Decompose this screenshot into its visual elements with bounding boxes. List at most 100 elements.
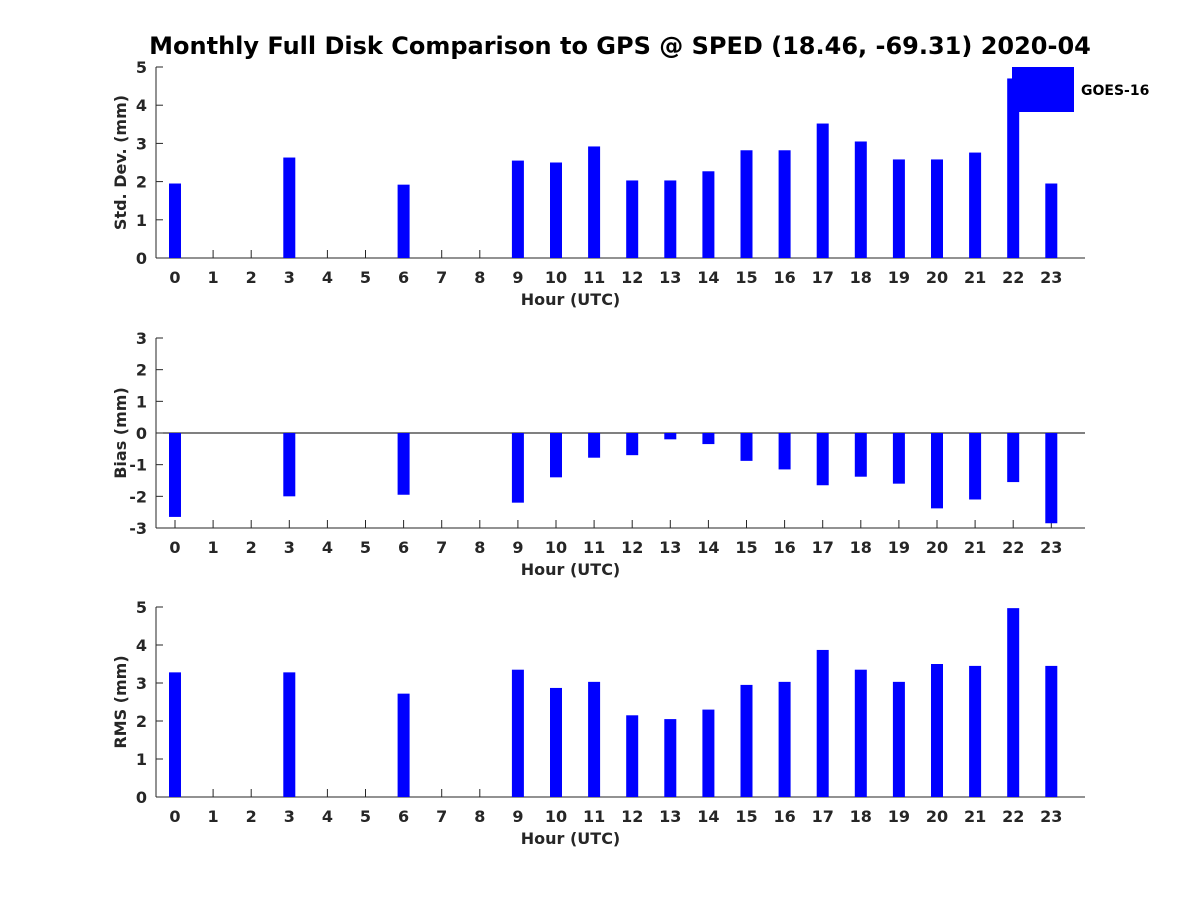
bar-hour-0 bbox=[169, 183, 181, 258]
x-tick-label: 17 bbox=[812, 268, 834, 287]
x-tick-label: 13 bbox=[659, 807, 681, 826]
x-tick-label: 18 bbox=[850, 538, 872, 557]
y-tick-label: -1 bbox=[129, 456, 147, 475]
bar-hour-12 bbox=[626, 180, 639, 258]
bar-hour-21 bbox=[969, 433, 982, 500]
y-tick-label: 4 bbox=[136, 96, 147, 115]
x-tick-label: 10 bbox=[545, 538, 567, 557]
y-tick-label: 2 bbox=[136, 712, 147, 731]
x-tick-label: 12 bbox=[621, 807, 643, 826]
bar-hour-9 bbox=[511, 669, 524, 797]
x-tick-label: 18 bbox=[850, 268, 872, 287]
x-tick-label: 5 bbox=[360, 268, 371, 287]
x-tick-label: 20 bbox=[926, 538, 948, 557]
bar-hour-18 bbox=[854, 669, 867, 797]
y-tick-label: 5 bbox=[136, 598, 147, 617]
x-tick-label: 23 bbox=[1040, 807, 1062, 826]
bar-hour-17 bbox=[816, 649, 829, 797]
bar-hour-12 bbox=[626, 715, 639, 797]
bar-hour-10 bbox=[550, 433, 562, 478]
y-tick-label: 5 bbox=[136, 58, 147, 77]
x-tick-label: 5 bbox=[360, 807, 371, 826]
x-tick-label: 2 bbox=[246, 268, 257, 287]
bar-hour-3 bbox=[283, 433, 296, 497]
x-tick-label: 6 bbox=[398, 268, 409, 287]
x-tick-label: 14 bbox=[697, 807, 719, 826]
bar-hour-13 bbox=[664, 180, 677, 258]
x-tick-label: 14 bbox=[697, 268, 719, 287]
bar-hour-11 bbox=[588, 681, 601, 797]
x-tick-label: 21 bbox=[964, 268, 986, 287]
x-tick-label: 8 bbox=[474, 538, 485, 557]
x-tick-label: 3 bbox=[284, 807, 295, 826]
bar-hour-20 bbox=[931, 433, 943, 509]
x-tick-label: 18 bbox=[850, 807, 872, 826]
bar-hour-3 bbox=[283, 157, 296, 258]
bar-hour-20 bbox=[931, 159, 943, 258]
x-tick-label: 21 bbox=[964, 807, 986, 826]
bar-hour-17 bbox=[816, 123, 829, 258]
y-axis-label: Bias (mm) bbox=[111, 387, 130, 479]
y-axis-label: RMS (mm) bbox=[111, 655, 130, 748]
x-tick-label: 15 bbox=[735, 268, 757, 287]
x-tick-label: 12 bbox=[621, 538, 643, 557]
x-tick-label: 2 bbox=[246, 807, 257, 826]
bar-hour-6 bbox=[397, 433, 410, 495]
x-tick-label: 14 bbox=[697, 538, 719, 557]
x-tick-label: 3 bbox=[284, 268, 295, 287]
x-tick-label: 16 bbox=[773, 538, 795, 557]
y-tick-label: 0 bbox=[136, 788, 147, 807]
bar-hour-19 bbox=[892, 159, 905, 258]
x-tick-label: 5 bbox=[360, 538, 371, 557]
bar-hour-15 bbox=[740, 433, 753, 461]
x-tick-label: 13 bbox=[659, 268, 681, 287]
bar-hour-0 bbox=[169, 672, 181, 797]
y-tick-label: 0 bbox=[136, 424, 147, 443]
bar-hour-10 bbox=[550, 162, 562, 258]
x-tick-label: 20 bbox=[926, 268, 948, 287]
x-tick-label: 11 bbox=[583, 268, 605, 287]
bar-hour-13 bbox=[664, 433, 677, 440]
y-tick-label: 2 bbox=[136, 173, 147, 192]
x-tick-label: 9 bbox=[512, 538, 523, 557]
x-tick-label: 4 bbox=[322, 807, 333, 826]
bar-hour-10 bbox=[550, 687, 562, 797]
x-tick-label: 17 bbox=[812, 538, 834, 557]
y-tick-label: 3 bbox=[136, 329, 147, 348]
x-tick-label: 6 bbox=[398, 807, 409, 826]
bar-hour-6 bbox=[397, 184, 410, 258]
bar-hour-3 bbox=[283, 672, 296, 797]
x-tick-label: 3 bbox=[284, 538, 295, 557]
x-tick-label: 13 bbox=[659, 538, 681, 557]
bar-hour-16 bbox=[778, 681, 791, 797]
x-tick-label: 15 bbox=[735, 807, 757, 826]
bar-hour-18 bbox=[854, 433, 867, 477]
bar-hour-20 bbox=[931, 664, 943, 797]
y-tick-label: 2 bbox=[136, 361, 147, 380]
x-tick-label: 0 bbox=[169, 268, 180, 287]
y-tick-label: -2 bbox=[129, 487, 147, 506]
x-tick-label: 7 bbox=[436, 807, 447, 826]
bar-hour-12 bbox=[626, 433, 639, 456]
x-tick-label: 4 bbox=[322, 268, 333, 287]
x-tick-label: 19 bbox=[888, 268, 910, 287]
x-axis-label: Hour (UTC) bbox=[521, 829, 621, 848]
bar-hour-21 bbox=[969, 665, 982, 797]
x-tick-label: 7 bbox=[436, 538, 447, 557]
x-tick-label: 0 bbox=[169, 538, 180, 557]
bar-hour-23 bbox=[1045, 183, 1058, 258]
x-tick-label: 16 bbox=[773, 268, 795, 287]
x-tick-label: 15 bbox=[735, 538, 757, 557]
x-tick-label: 1 bbox=[208, 538, 219, 557]
x-tick-label: 22 bbox=[1002, 807, 1024, 826]
x-tick-label: 19 bbox=[888, 538, 910, 557]
figure-title: Monthly Full Disk Comparison to GPS @ SP… bbox=[149, 32, 1091, 60]
bar-hour-22 bbox=[1007, 433, 1020, 483]
bar-hour-9 bbox=[511, 433, 524, 503]
bar-hour-0 bbox=[169, 433, 181, 517]
x-tick-label: 22 bbox=[1002, 538, 1024, 557]
